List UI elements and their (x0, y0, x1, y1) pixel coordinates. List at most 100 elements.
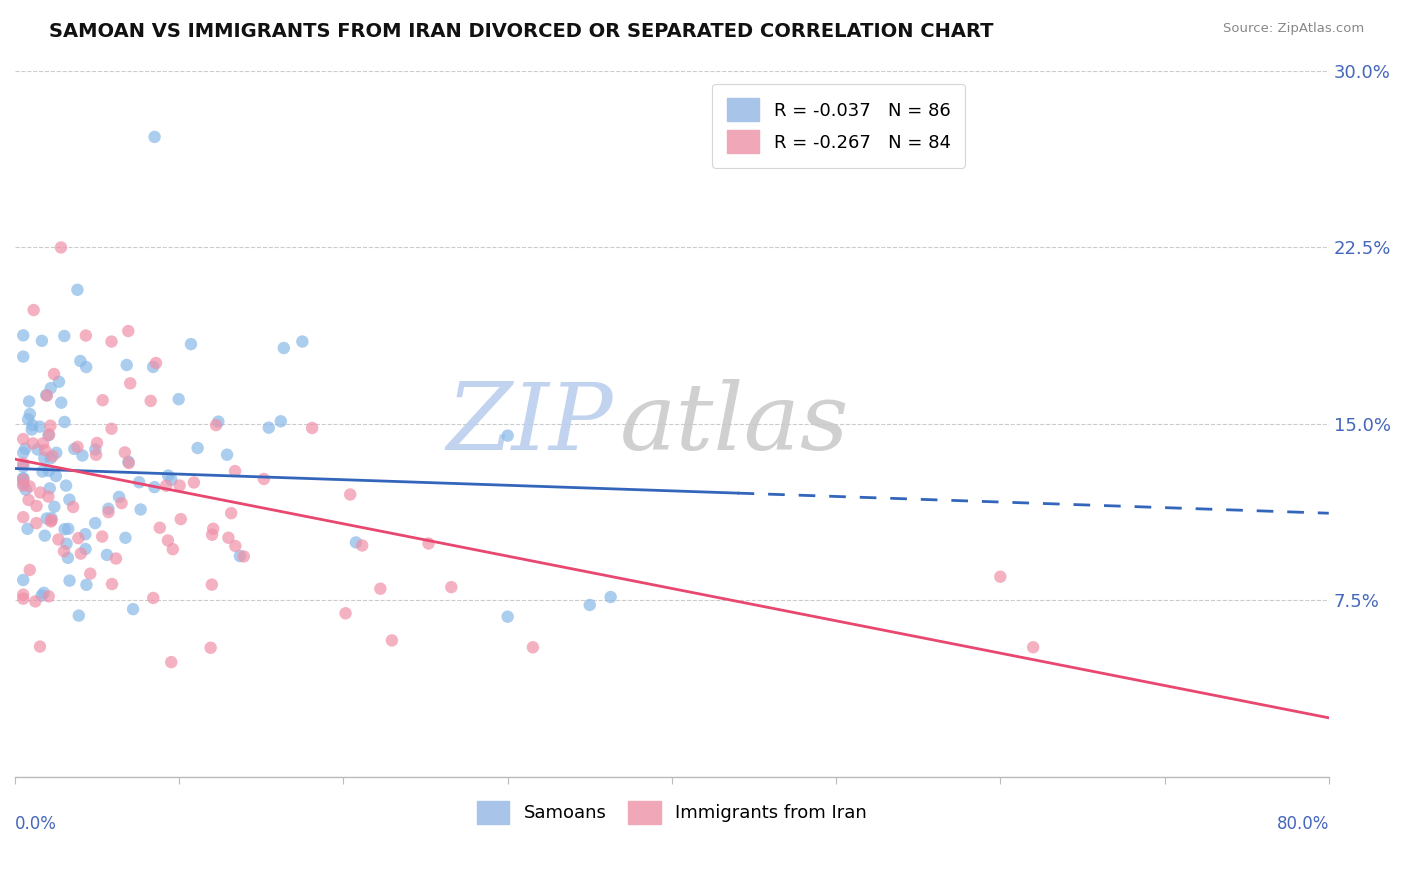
Point (84, 448, 107, 462)
Point (370, 582, 392, 596)
Point (13, 471, 35, 485)
Point (42, 367, 65, 381)
Point (58, 574, 80, 588)
Point (39, 381, 62, 395)
Point (200, 640, 222, 655)
Point (49, 240, 72, 254)
Point (145, 356, 167, 370)
Point (224, 464, 246, 478)
Point (162, 542, 184, 557)
Point (229, 549, 252, 563)
Point (207, 415, 229, 429)
Point (120, 376, 142, 391)
Point (155, 479, 177, 493)
Point (34, 529, 56, 543)
Point (344, 535, 367, 549)
Point (25, 499, 48, 513)
Point (201, 527, 224, 541)
Point (31, 465, 53, 479)
Point (53, 522, 76, 536)
Point (13, 472, 35, 486)
Point (440, 580, 463, 594)
Point (149, 521, 172, 535)
Point (86, 436, 108, 450)
Point (13, 446, 35, 460)
Point (31, 334, 53, 348)
Point (142, 359, 165, 374)
Text: 80.0%: 80.0% (1277, 815, 1329, 833)
Point (352, 538, 374, 552)
Point (180, 337, 202, 351)
Point (35, 388, 58, 402)
Point (18, 479, 41, 493)
Point (75, 541, 97, 556)
Point (58, 522, 80, 536)
Point (114, 445, 136, 459)
Point (34, 451, 56, 466)
Point (32, 436, 55, 450)
Point (108, 490, 131, 504)
Point (75, 578, 97, 592)
Point (522, 640, 544, 655)
Point (18, 394, 41, 409)
Point (28, 419, 51, 434)
Point (72, 449, 94, 463)
Point (38, 427, 60, 442)
Point (38, 590, 60, 604)
Point (91, 529, 114, 543)
Point (273, 341, 295, 355)
Point (232, 549, 254, 564)
Point (114, 531, 136, 545)
Point (97, 501, 120, 516)
Point (105, 551, 128, 566)
Point (79, 566, 101, 581)
Point (96, 548, 118, 562)
Point (14, 483, 37, 497)
Point (69, 547, 91, 561)
Point (143, 129, 166, 144)
Point (17, 492, 39, 507)
Point (67, 608, 90, 623)
Point (75, 527, 97, 541)
Point (142, 591, 165, 605)
Text: Source: ZipAtlas.com: Source: ZipAtlas.com (1223, 22, 1364, 36)
Point (41, 513, 63, 527)
Point (32, 586, 55, 600)
Point (45, 469, 67, 483)
Point (30, 485, 52, 500)
Text: 0.0%: 0.0% (15, 815, 56, 833)
Point (335, 607, 357, 621)
Point (170, 512, 193, 526)
Point (160, 655, 183, 669)
Point (62, 500, 84, 514)
Point (58, 492, 80, 507)
Point (129, 502, 152, 516)
Point (160, 473, 183, 487)
Point (31, 589, 53, 603)
Point (69, 354, 91, 368)
Point (13, 510, 35, 524)
Point (41, 449, 63, 463)
Point (496, 428, 519, 442)
Point (51, 395, 73, 409)
Point (37, 490, 59, 504)
Point (988, 570, 1011, 584)
Point (28, 640, 51, 654)
Text: atlas: atlas (619, 379, 849, 469)
Point (128, 475, 150, 490)
Point (91, 393, 114, 408)
Point (101, 577, 124, 591)
Point (339, 487, 361, 501)
Point (257, 420, 280, 434)
Point (122, 602, 145, 616)
Point (381, 633, 404, 648)
Point (84, 442, 107, 457)
Point (38, 481, 60, 495)
Point (97, 505, 120, 519)
Point (13, 457, 35, 471)
Point (224, 539, 246, 553)
Point (53, 415, 76, 429)
Point (25, 516, 48, 530)
Point (55, 478, 77, 492)
Point (75, 328, 97, 343)
